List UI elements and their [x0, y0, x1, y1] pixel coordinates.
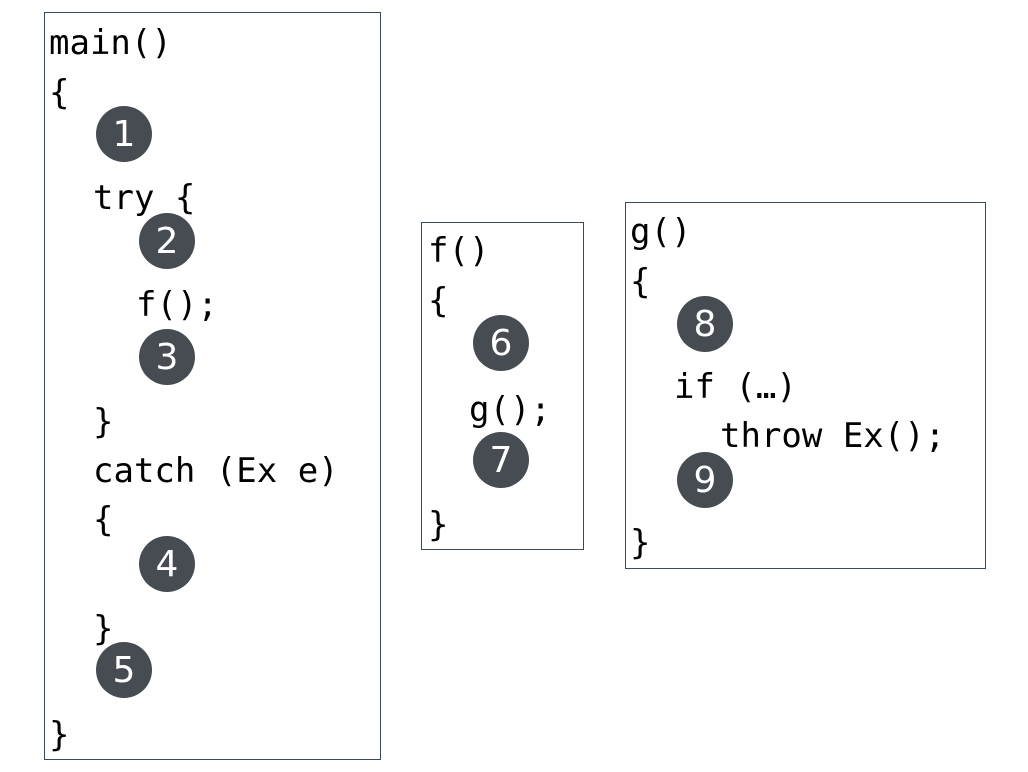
g-function-box [625, 202, 986, 569]
call-f-line: f(); [136, 285, 218, 325]
step-marker-3: 3 [139, 329, 195, 385]
main-header: main() [49, 23, 172, 63]
step-marker-7: 7 [473, 432, 529, 488]
step-marker-6: 6 [473, 315, 529, 371]
step-marker-2: 2 [139, 213, 195, 269]
main-open-brace: { [49, 73, 70, 113]
catch-open-brace: { [93, 500, 114, 540]
try-close-brace: } [93, 402, 114, 442]
main-close-brace: } [49, 715, 70, 755]
g-open-brace: { [630, 262, 651, 302]
catch-line: catch (Ex e) [93, 451, 339, 491]
step-marker-4: 4 [139, 536, 195, 592]
f-header: f() [428, 231, 490, 271]
f-function-box [421, 222, 584, 550]
throw-line: throw Ex(); [720, 416, 946, 456]
f-close-brace: } [428, 505, 449, 545]
call-g-line: g(); [469, 390, 551, 430]
step-marker-8: 8 [677, 296, 733, 352]
f-open-brace: { [428, 281, 449, 321]
catch-close-brace: } [93, 609, 114, 649]
step-marker-1: 1 [96, 106, 152, 162]
try-line: try { [93, 178, 196, 218]
step-marker-5: 5 [96, 642, 152, 698]
if-line: if (…) [674, 367, 797, 407]
step-marker-9: 9 [677, 452, 733, 508]
g-header: g() [630, 212, 692, 252]
g-close-brace: } [630, 523, 651, 563]
